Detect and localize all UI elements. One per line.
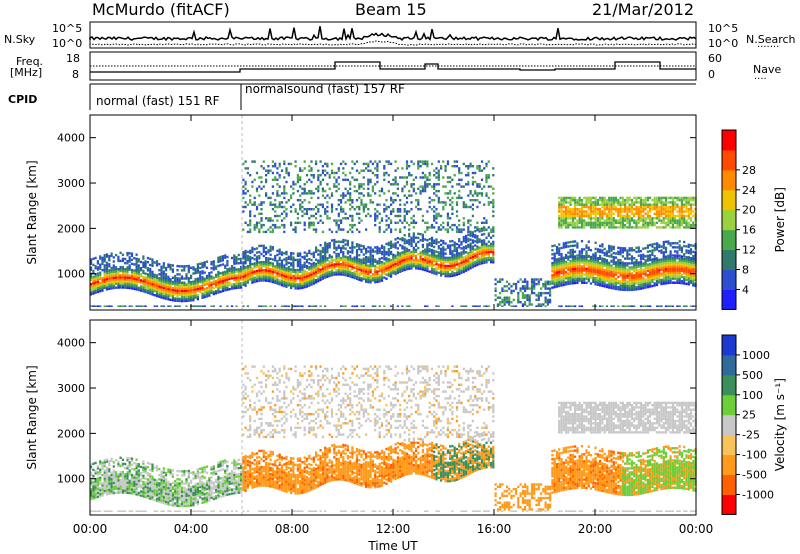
colorbars: 4 8 12 16 20 24 28 Power [dB] 1000 500 100 25 -25 -10…: [721, 129, 787, 515]
colorbar-segment: [722, 374, 736, 396]
xtick-label: 04:00: [174, 522, 209, 536]
xtick-label: 12:00: [376, 522, 411, 536]
ytick-label: 2000: [57, 222, 85, 235]
cpid-segment-2: normalsound (fast) 157 RF: [245, 82, 405, 96]
cpid-label: CPID: [8, 93, 38, 106]
velocity-data: [90, 365, 697, 512]
colorbar-segment: [722, 269, 736, 290]
colorbar-segment: [722, 454, 736, 476]
colorbar-tick-label: -1000: [742, 488, 774, 501]
colorbar-segment: [722, 149, 736, 171]
nsky-tick-top: 10^5: [52, 22, 83, 35]
nsearch-series: [89, 40, 697, 46]
xtick-label: 00:00: [679, 522, 714, 536]
xtick-label: 08:00: [275, 522, 310, 536]
colorbar-tick-label: 28: [742, 164, 756, 177]
colorbar-tick-label: 12: [742, 244, 756, 257]
nsearch-legend: ·······: [757, 42, 780, 53]
colorbar-frame: [721, 334, 737, 515]
colorbar-segment: [722, 414, 736, 436]
colorbar-segment: [722, 249, 736, 271]
colorbar-segment: [722, 130, 736, 151]
ytick-label: 4000: [57, 337, 85, 350]
freq-panel: [89, 51, 697, 81]
colorbar-segment: [722, 189, 736, 211]
beam-title: Beam 15: [355, 0, 427, 19]
colorbar-tick-label: 100: [742, 389, 763, 402]
xtick-label: 20:00: [578, 522, 613, 536]
colorbar-tick-label: 25: [742, 409, 756, 422]
nsearch-tick-bottom: 10^0: [708, 37, 739, 50]
freq-label-1: Freq.: [16, 55, 44, 68]
colorbar-segment: [722, 474, 736, 495]
colorbar-segment: [722, 289, 736, 310]
colorbar-tick-label: -25: [742, 429, 760, 442]
power-panel: [89, 114, 697, 311]
axes-ticks: 1000 2000 3000 4000 Slant Range [km] 1000 2000…: [25, 115, 713, 553]
colorbar-tick-label: 500: [742, 369, 763, 382]
nsky-tick-bottom: 10^0: [52, 37, 83, 50]
ytick-label: 3000: [57, 382, 85, 395]
freq-series: [90, 61, 696, 73]
colorbar-tick-label: 4: [742, 283, 749, 296]
nsky-series: [89, 26, 697, 42]
ytick-label: 1000: [57, 473, 85, 486]
colorbar-segment: [722, 434, 736, 456]
colorbar-tick-label: 24: [742, 184, 756, 197]
date-title: 21/Mar/2012: [592, 0, 695, 19]
colorbar-segment: [722, 354, 736, 376]
colorbar-tick-label: 8: [742, 264, 749, 277]
ytick-label: 2000: [57, 427, 85, 440]
colorbar-frame: [721, 129, 737, 310]
nave-tick-top: 60: [708, 52, 722, 65]
ytick-label: 4000: [57, 132, 85, 145]
colorbar-segment: [722, 229, 736, 251]
station-title: McMurdo (fitACF): [92, 0, 230, 19]
power-data: [90, 160, 697, 307]
nsky-label: N.Sky: [4, 33, 36, 46]
nsearch-tick-top: 10^5: [708, 22, 739, 35]
ylabel: Slant Range [km]: [25, 365, 39, 469]
colorbar-segment: [722, 169, 736, 191]
colorbar-tick-label: 16: [742, 224, 756, 237]
colorbar-tick-label: 1000: [742, 349, 770, 362]
velocity-panel: [89, 319, 697, 516]
xaxis-label: Time UT: [367, 539, 418, 553]
nave-tick-bottom: 0: [708, 68, 715, 81]
colorbar-label: Power [dB]: [773, 187, 787, 252]
freq-tick-bottom: 8: [72, 68, 79, 81]
nsky-panel: [89, 21, 697, 49]
colorbar-segment: [722, 335, 736, 356]
cpid-segment-1: normal (fast) 151 RF: [96, 94, 220, 108]
colorbar-label: Velocity [m s⁻¹]: [773, 378, 787, 471]
freq-tick-top: 18: [66, 52, 80, 65]
nsearch-label: N.Search: [746, 33, 796, 46]
colorbar-tick-label: -500: [742, 469, 767, 482]
freq-label-2: [MHz]: [10, 66, 43, 79]
ylabel: Slant Range [km]: [25, 160, 39, 264]
colorbar-segment: [722, 394, 736, 416]
colorbar-tick-label: -100: [742, 449, 767, 462]
nave-legend: ····: [754, 74, 767, 85]
colorbar-tick-label: 20: [742, 204, 756, 217]
ytick-label: 3000: [57, 177, 85, 190]
xtick-label: 16:00: [477, 522, 512, 536]
nave-label: Nave: [753, 63, 782, 76]
cpid-panel: [89, 83, 696, 110]
colorbar-segment: [722, 209, 736, 231]
colorbar-segment: [722, 494, 736, 515]
xtick-label: 00:00: [73, 522, 108, 536]
ytick-label: 1000: [57, 268, 85, 281]
